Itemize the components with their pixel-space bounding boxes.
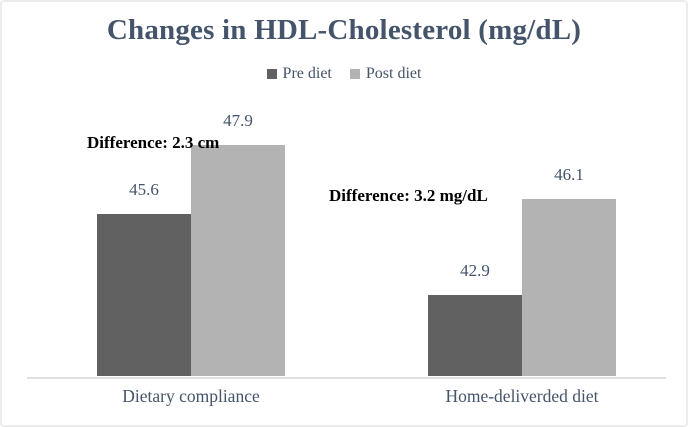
bar-pre-diet-home-deliverded-diet <box>428 295 522 376</box>
chart-title: Changes in HDL-Cholesterol (mg/dL) <box>106 14 582 46</box>
legend: Pre diet Post diet <box>2 65 686 83</box>
legend-label: Pre diet <box>282 65 332 82</box>
legend-item-post-diet: Post diet <box>349 65 422 83</box>
bar-value-label: 45.6 <box>129 180 159 199</box>
x-axis-line <box>27 377 666 379</box>
legend-swatch-pre-diet <box>266 69 277 79</box>
bar-post-diet-home-deliverded-diet <box>522 199 616 376</box>
bar-value-label: 42.9 <box>460 261 490 280</box>
bar-value-label: 46.1 <box>554 165 584 184</box>
bar-value-label: 47.9 <box>223 111 253 130</box>
bar-post-diet-dietary-compliance <box>191 145 285 376</box>
bar-pre-diet-dietary-compliance <box>97 214 191 376</box>
legend-swatch-post-diet <box>349 69 360 79</box>
legend-label: Post diet <box>365 65 422 82</box>
legend-item-pre-diet: Pre diet <box>266 65 332 83</box>
category-label-dietary-compliance: Dietary compliance <box>122 386 260 406</box>
category-label-home-deliverded-diet: Home-deliverded diet <box>445 386 599 406</box>
difference-annotation-1: Difference: 2.3 cm <box>87 133 220 152</box>
difference-annotation-2: Difference: 3.2 mg/dL <box>329 186 488 205</box>
